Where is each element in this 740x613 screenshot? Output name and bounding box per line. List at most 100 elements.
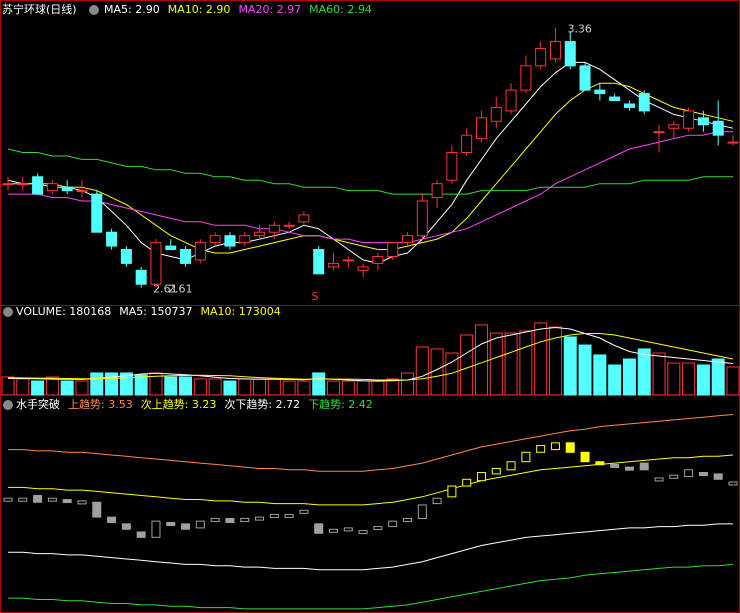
line-series	[8, 82, 734, 254]
candle-body	[727, 141, 739, 144]
trend-box	[121, 523, 131, 530]
trend-box	[654, 477, 664, 482]
trend-box	[624, 466, 634, 471]
candle-body	[76, 190, 88, 193]
line-series	[8, 563, 734, 610]
line-series	[8, 131, 733, 244]
candle-body	[120, 249, 132, 264]
legend-entry: 次上趋势: 3.23	[141, 397, 217, 411]
trend-box	[536, 445, 546, 453]
volume-bar	[312, 372, 326, 396]
indicator-title: 水手突破	[16, 397, 60, 411]
trend-box	[491, 467, 501, 475]
volume-bar	[622, 358, 636, 396]
candle-body	[431, 183, 443, 199]
trend-box	[255, 516, 265, 521]
candle-body	[268, 224, 280, 233]
legend-entry: MA5: 2.90	[104, 3, 160, 16]
candle-body	[535, 48, 547, 67]
candle-body	[490, 106, 502, 122]
high-label: 3.36	[567, 23, 592, 36]
volume-bar	[134, 374, 148, 396]
menu-icon[interactable]	[3, 307, 13, 317]
line-series	[7, 333, 734, 381]
trend-box	[476, 472, 486, 482]
candle-body	[165, 245, 177, 251]
trend-box	[62, 499, 72, 504]
volume-bar	[400, 372, 414, 396]
candle-body	[106, 231, 118, 247]
legend-entry: VOLUME: 180168	[16, 305, 111, 318]
volume-bar	[386, 378, 400, 396]
trend-box	[610, 463, 620, 468]
volume-bar	[489, 332, 503, 396]
volume-bar	[371, 380, 385, 396]
trend-box	[314, 523, 324, 534]
menu-icon[interactable]	[89, 5, 99, 15]
trend-box	[417, 504, 427, 519]
candle-body	[239, 235, 251, 244]
volume-bar	[593, 354, 607, 396]
trend-box	[3, 497, 13, 502]
trend-box	[343, 527, 353, 532]
trend-box	[565, 442, 575, 453]
candle-body	[712, 120, 724, 136]
line-series	[7, 148, 733, 195]
volume-bar	[1, 376, 15, 396]
volume-bar	[356, 380, 370, 396]
candle-body	[638, 93, 650, 112]
trend-box	[373, 526, 383, 531]
volume-bar	[164, 376, 178, 396]
trend-box	[521, 451, 531, 463]
volume-bar	[193, 378, 207, 396]
candle-body	[697, 117, 709, 126]
menu-icon[interactable]	[3, 400, 13, 410]
volume-bar	[474, 324, 488, 396]
candle-body	[328, 262, 340, 268]
candle-body	[401, 235, 413, 244]
legend-entry: 下趋势: 2.42	[308, 398, 373, 411]
volume-bar	[238, 378, 252, 396]
legend-entry: MA20: 2.97	[238, 3, 301, 16]
candle-body	[446, 152, 458, 181]
trend-box	[33, 494, 43, 503]
legend-entry: 次下趋势: 2.72	[224, 397, 300, 411]
trend-box	[269, 513, 279, 518]
trend-box	[580, 451, 590, 463]
candle-body	[150, 242, 162, 285]
candle-body	[32, 176, 44, 195]
volume-bar	[45, 376, 59, 396]
volume-bar	[504, 332, 518, 396]
volume-bar	[60, 380, 74, 396]
candle-body	[505, 89, 517, 112]
trend-box	[506, 461, 516, 471]
legend-entry: MA10: 173004	[200, 305, 280, 318]
trend-box	[284, 513, 294, 518]
trend-box	[639, 462, 649, 471]
candle-body	[653, 131, 665, 134]
volume-bar	[534, 322, 548, 396]
trend-box	[210, 517, 220, 522]
candle-body	[520, 65, 532, 91]
volume-bar	[563, 336, 577, 396]
trend-box	[550, 442, 560, 451]
legend-entry: MA5: 150737	[119, 305, 192, 318]
candle-body	[357, 266, 369, 271]
candle-body	[475, 117, 487, 140]
candle-body	[2, 183, 14, 186]
candle-body	[564, 41, 576, 67]
trend-box	[698, 472, 708, 477]
volume-bar	[711, 358, 725, 396]
candle-body	[283, 224, 295, 227]
candle-body	[46, 183, 58, 192]
volume-bar	[696, 364, 710, 396]
volume-bar	[341, 380, 355, 396]
trend-box	[447, 485, 457, 498]
chart-title: 苏宁环球(日线)	[2, 2, 77, 16]
trend-box	[181, 523, 191, 530]
trend-box	[595, 461, 605, 466]
volume-bar	[297, 380, 311, 396]
volume-bar	[119, 372, 133, 396]
volume-bar	[179, 376, 193, 396]
